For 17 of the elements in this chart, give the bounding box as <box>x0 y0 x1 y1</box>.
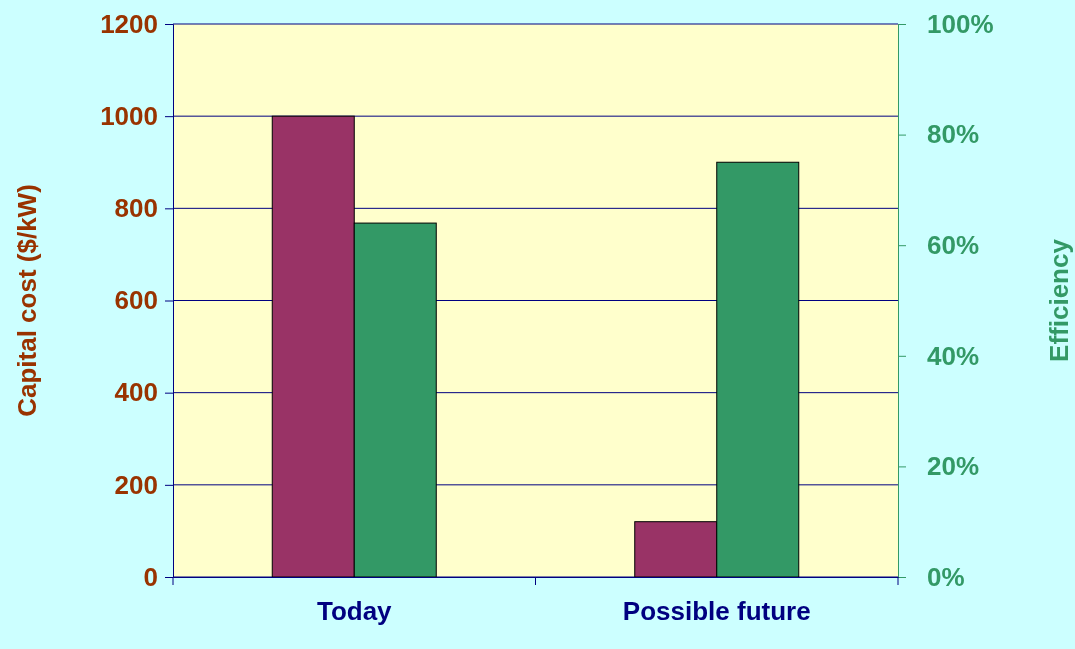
x-tick-label: Today <box>316 596 393 626</box>
y2-tick-label: 40% <box>927 340 980 371</box>
y2-tick-label: 80% <box>927 119 980 150</box>
y2-tick-label: 100% <box>927 8 994 39</box>
y-tick-label: 0 <box>143 561 158 592</box>
y-tick-label: 600 <box>114 285 158 316</box>
y2-tick-label: 0% <box>927 561 965 592</box>
y-tick-label: 1000 <box>100 100 158 131</box>
y2-tick-label: 60% <box>927 230 980 261</box>
y-tick-label: 400 <box>114 377 158 408</box>
y-tick-label: 800 <box>114 193 158 224</box>
y2-axis-title: Efficiency <box>1044 238 1074 362</box>
y-axis-title: Capital cost ($/kW) <box>12 184 42 417</box>
y-tick-label: 1200 <box>100 8 158 39</box>
x-tick-label: Possible future <box>622 596 811 626</box>
y2-tick-label: 20% <box>927 451 980 482</box>
y-tick-label: 200 <box>114 469 158 500</box>
